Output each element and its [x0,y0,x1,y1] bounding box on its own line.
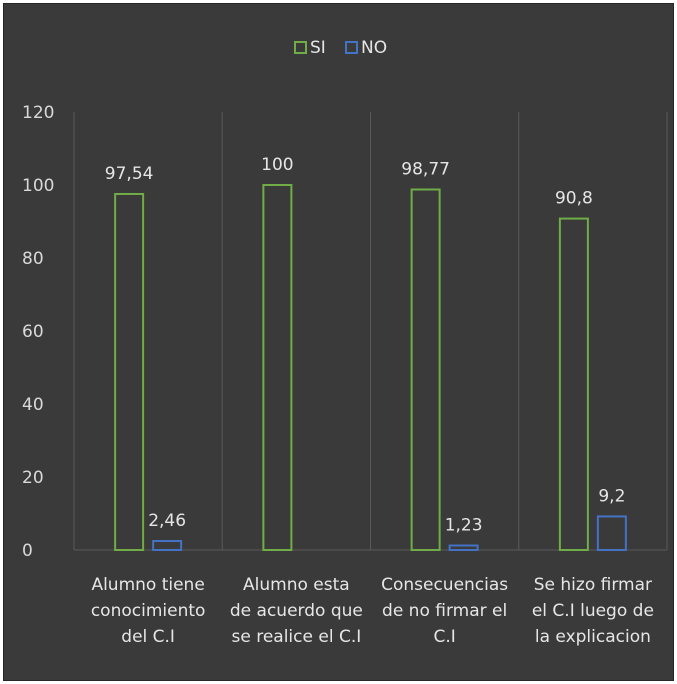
chart-frame: 0 20 40 60 80 100 120 97,54 100 98,77 90,8 2,46 1,23… [3,3,674,681]
legend-label-si: SI [310,38,326,58]
category-label: Se hizo firmar [534,575,652,595]
category-label: la explicacion [535,627,651,647]
category-label: Alumno tiene [91,575,204,595]
data-label: 2,46 [148,511,186,531]
data-label: 97,54 [105,164,154,184]
category-label: del C.I [121,627,175,647]
category-label: C.I [433,627,455,647]
y-tick-label: 40 [22,395,44,415]
data-label: 1,23 [445,516,483,536]
bar-no [596,515,627,551]
bar-si [262,184,293,551]
bar-si [410,188,441,551]
bar-si [114,192,145,551]
y-tick-label: 20 [22,468,44,488]
y-tick-label: 80 [22,249,44,269]
bar-chart: 0 20 40 60 80 100 120 97,54 100 98,77 90,8 2,46 1,23… [22,38,668,647]
y-tick-label: 60 [22,322,44,342]
category-label: de no firmar el [382,601,507,621]
category-label: Consecuencias [381,575,508,595]
category-label: de acuerdo que [230,601,363,621]
legend-swatch-si [294,41,307,54]
bar-no [152,540,183,551]
data-label: 9,2 [598,486,625,506]
category-label: Alumno esta [243,575,350,595]
legend-label-no: NO [361,38,387,58]
data-label: 100 [261,155,293,175]
category-label: el C.I luego de [532,601,654,621]
data-label: 98,77 [401,159,450,179]
y-tick-label: 100 [22,176,54,196]
y-tick-label: 120 [22,103,54,123]
category-label: se realice el C.I [232,627,362,647]
data-label: 90,8 [555,189,593,209]
category-label: conocimiento [91,601,206,621]
bar-no [448,544,479,551]
bar-si [558,217,589,552]
y-tick-label: 0 [22,541,33,561]
legend-swatch-no [345,41,358,54]
